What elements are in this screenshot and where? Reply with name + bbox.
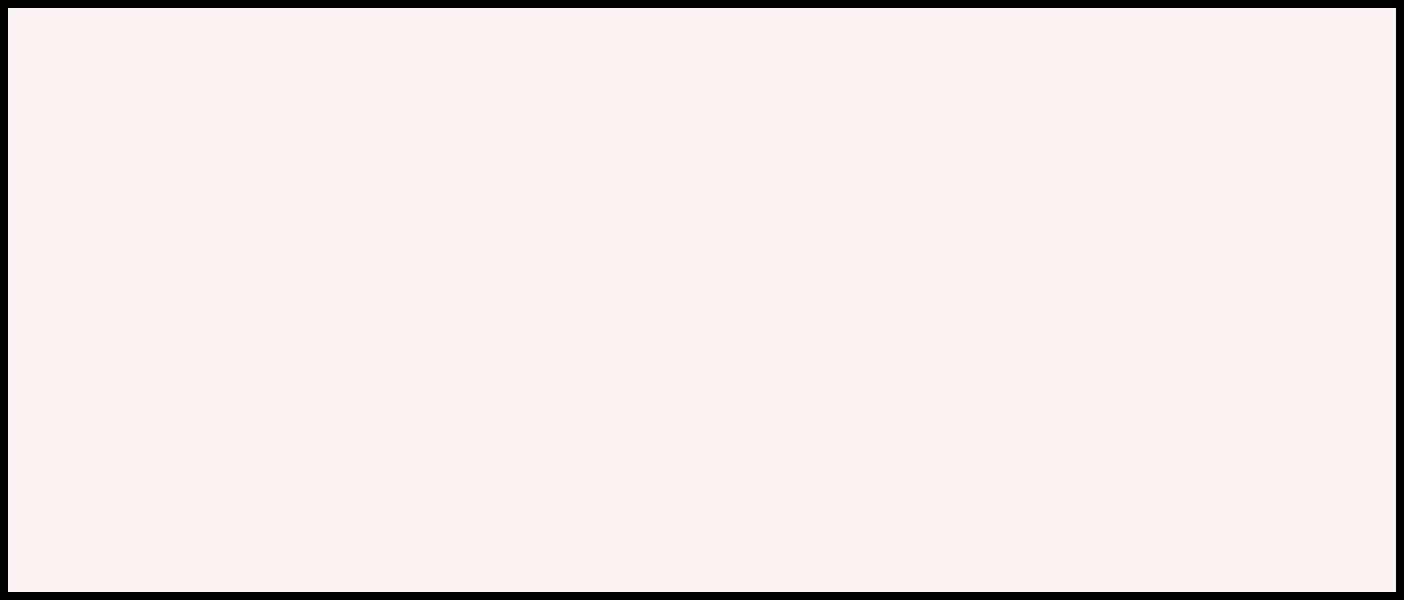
diagram-svg <box>8 8 1396 592</box>
diagram-frame <box>0 0 1404 600</box>
